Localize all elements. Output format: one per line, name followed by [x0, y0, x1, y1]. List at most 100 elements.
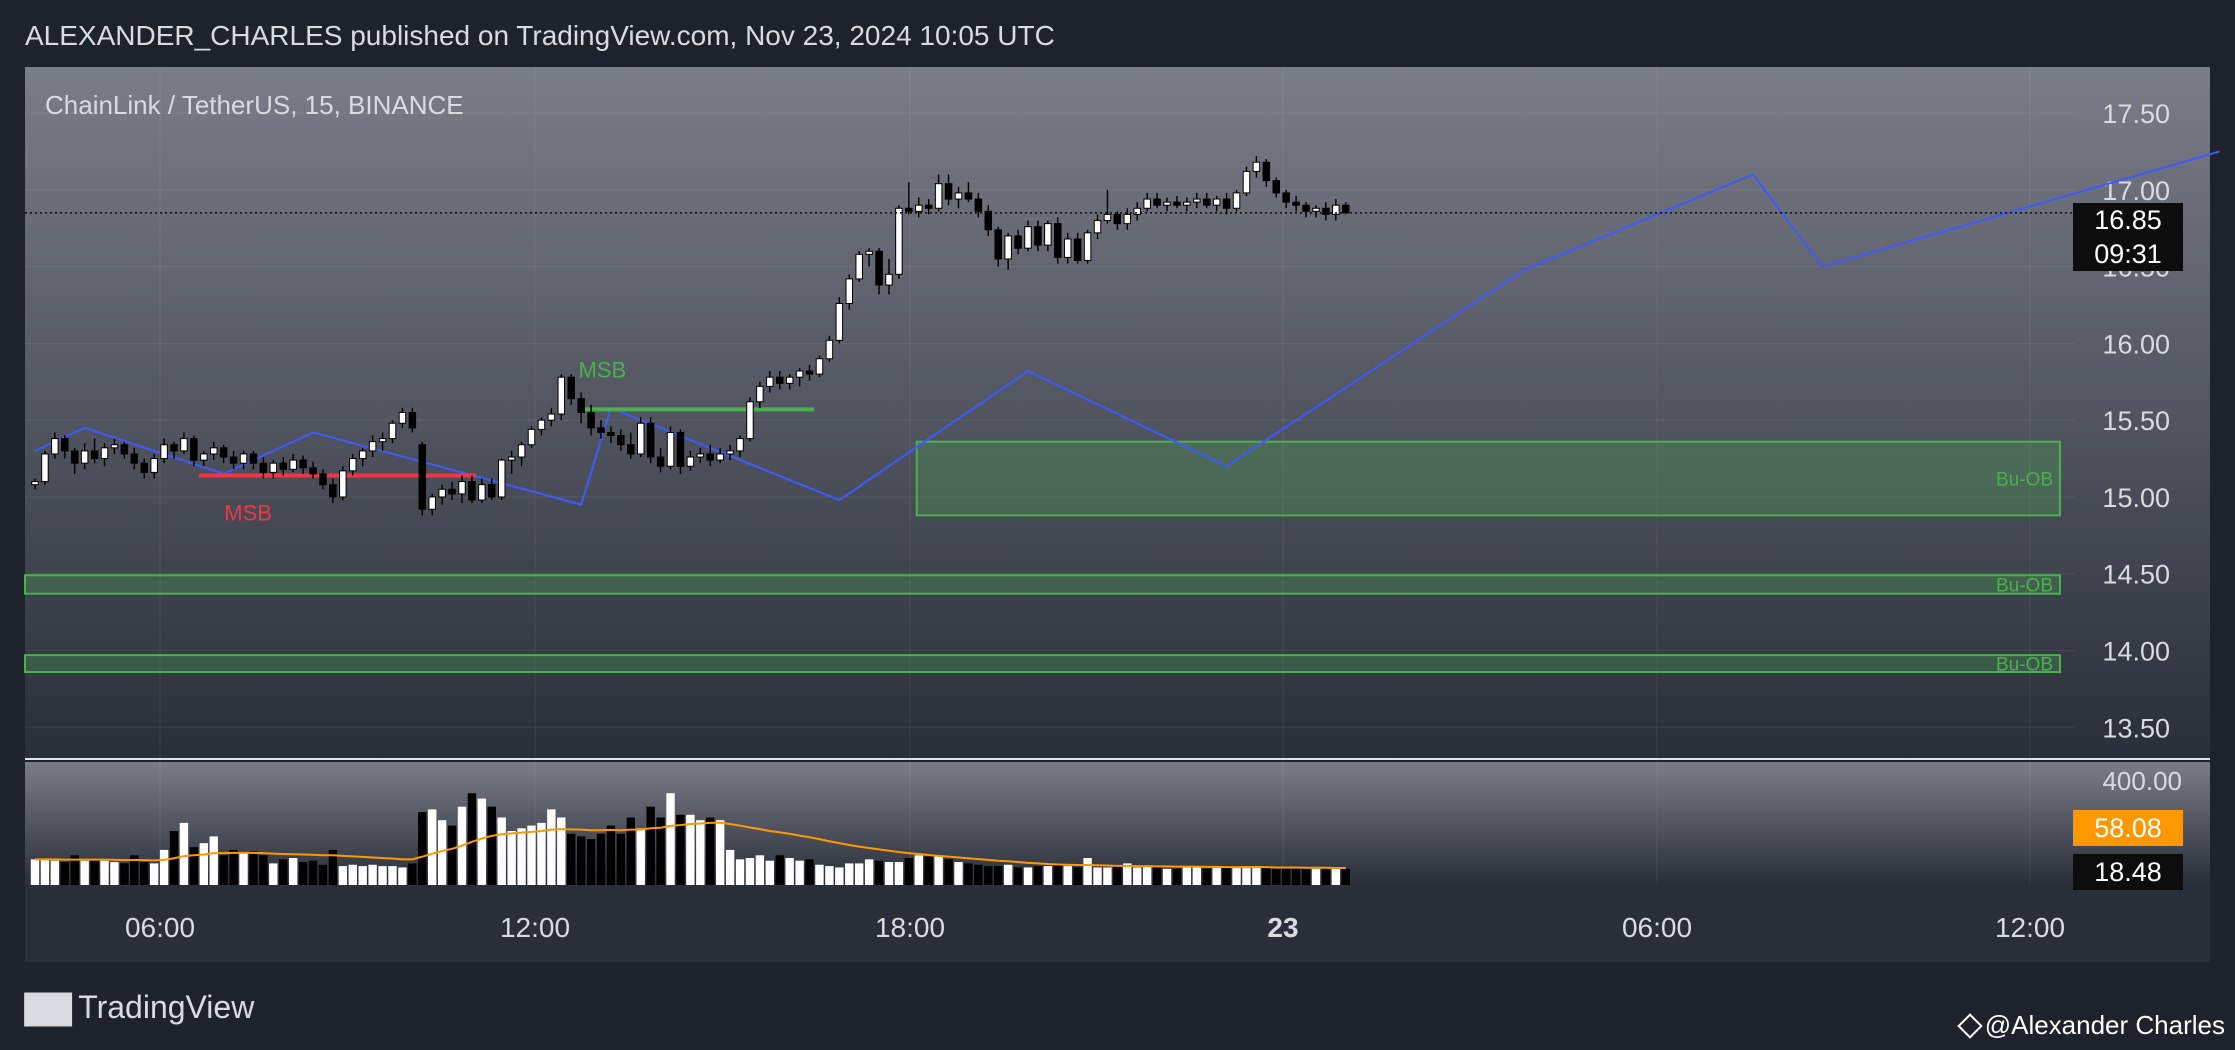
- bull-order-block: [915, 440, 2061, 517]
- volume-bar: [318, 864, 328, 885]
- volume-bar: [199, 843, 209, 885]
- order-block-label: Bu-OB: [1996, 655, 2053, 676]
- volume-bar: [864, 859, 874, 885]
- candle-body: [90, 450, 99, 460]
- candle-body: [1282, 192, 1290, 203]
- tradingview-logo[interactable]: ▇▇ TradingView: [25, 988, 254, 1026]
- candle-body: [1202, 198, 1211, 206]
- volume-bar: [765, 860, 775, 885]
- volume-bar: [646, 806, 655, 885]
- volume-bar: [567, 833, 576, 885]
- candle-body: [885, 273, 893, 286]
- candle-body: [110, 444, 119, 449]
- volume-bar: [298, 862, 308, 885]
- candle-body: [776, 376, 784, 384]
- candle-body: [438, 488, 446, 498]
- volume-bar: [825, 866, 834, 885]
- candle-body: [259, 462, 268, 473]
- candle-body: [1342, 204, 1350, 214]
- volume-bar: [100, 860, 109, 885]
- bar-countdown-tag: 09:31: [2073, 237, 2183, 271]
- volume-bar: [755, 855, 765, 885]
- candle-body: [795, 370, 804, 378]
- candle-body: [736, 438, 744, 452]
- candle-body: [636, 422, 645, 455]
- candle-body: [915, 204, 923, 212]
- volume-ma-tag: 58.08: [2073, 810, 2183, 846]
- x-tick-label: 06:00: [125, 912, 195, 943]
- candle-body: [1222, 198, 1231, 209]
- volume-bar: [884, 862, 894, 885]
- volume-bar: [795, 860, 804, 885]
- volume-bar: [477, 798, 487, 885]
- volume-bar: [338, 866, 348, 885]
- candle-body: [309, 467, 317, 475]
- candle-body: [61, 438, 69, 452]
- volume-bar: [576, 836, 586, 885]
- volume-bar: [269, 863, 278, 885]
- volume-bar: [557, 817, 566, 885]
- candle-body: [577, 398, 585, 413]
- volume-bar: [249, 851, 258, 885]
- y-tick-label: 17.00: [2102, 176, 2170, 206]
- time-axis-background: [25, 885, 2210, 962]
- volume-bar: [70, 855, 79, 885]
- volume-bar: [487, 806, 496, 885]
- volume-bar: [239, 852, 248, 885]
- volume-bar: [507, 831, 516, 885]
- author-credit: @Alexander Charles: [1956, 1010, 2225, 1041]
- volume-bar: [785, 858, 794, 885]
- volume-bar: [179, 822, 189, 885]
- volume-bar: [497, 817, 506, 885]
- candle-body: [209, 447, 218, 455]
- candle-body: [1163, 201, 1171, 206]
- candle-body: [1332, 204, 1340, 215]
- volume-bar: [50, 860, 60, 885]
- volume-bar: [547, 809, 556, 885]
- volume-bar: [527, 825, 536, 885]
- candle-body: [597, 427, 605, 433]
- volume-bar: [408, 863, 417, 885]
- msb-label-bearish: MSB: [224, 500, 272, 525]
- volume-bar: [924, 856, 933, 885]
- candle-body: [120, 444, 129, 455]
- volume-bar: [715, 820, 725, 885]
- volume-bar: [149, 863, 159, 885]
- y-tick-label: 16.00: [2102, 329, 2170, 359]
- candle-body: [746, 401, 754, 440]
- volume-bar: [984, 866, 993, 885]
- volume-bar: [1073, 867, 1082, 885]
- tradingview-brand: TradingView: [78, 988, 255, 1025]
- msb-label-bullish: MSB: [579, 357, 627, 382]
- candle-body: [1302, 204, 1310, 212]
- candle-body: [527, 428, 536, 446]
- candle-body: [70, 450, 79, 464]
- volume-bar: [815, 864, 824, 885]
- candle-body: [517, 444, 526, 458]
- volume-bar: [666, 793, 675, 885]
- candle-body: [666, 431, 675, 467]
- volume-bar: [1262, 867, 1271, 885]
- last-price-tag: 16.85: [2073, 203, 2183, 237]
- volume-bar: [1281, 868, 1291, 885]
- candle-body: [319, 473, 327, 486]
- volume-bar: [1152, 867, 1162, 885]
- candle-body: [537, 419, 546, 430]
- volume-bar: [775, 855, 784, 885]
- volume-bar: [1192, 867, 1202, 885]
- candle-body: [607, 431, 615, 437]
- candle-body: [398, 412, 407, 424]
- volume-bar: [80, 860, 89, 885]
- volume-bar: [636, 828, 645, 885]
- volume-bar: [219, 855, 228, 885]
- volume-bar: [90, 859, 99, 885]
- volume-bar: [1083, 858, 1092, 885]
- volume-bar: [1222, 867, 1231, 885]
- candle-body: [1153, 198, 1161, 206]
- volume-bar: [735, 859, 745, 885]
- y-tick-label: 14.50: [2102, 560, 2170, 590]
- volume-bar: [1311, 868, 1321, 885]
- candle-body: [1073, 238, 1082, 261]
- candle-body: [1252, 161, 1261, 172]
